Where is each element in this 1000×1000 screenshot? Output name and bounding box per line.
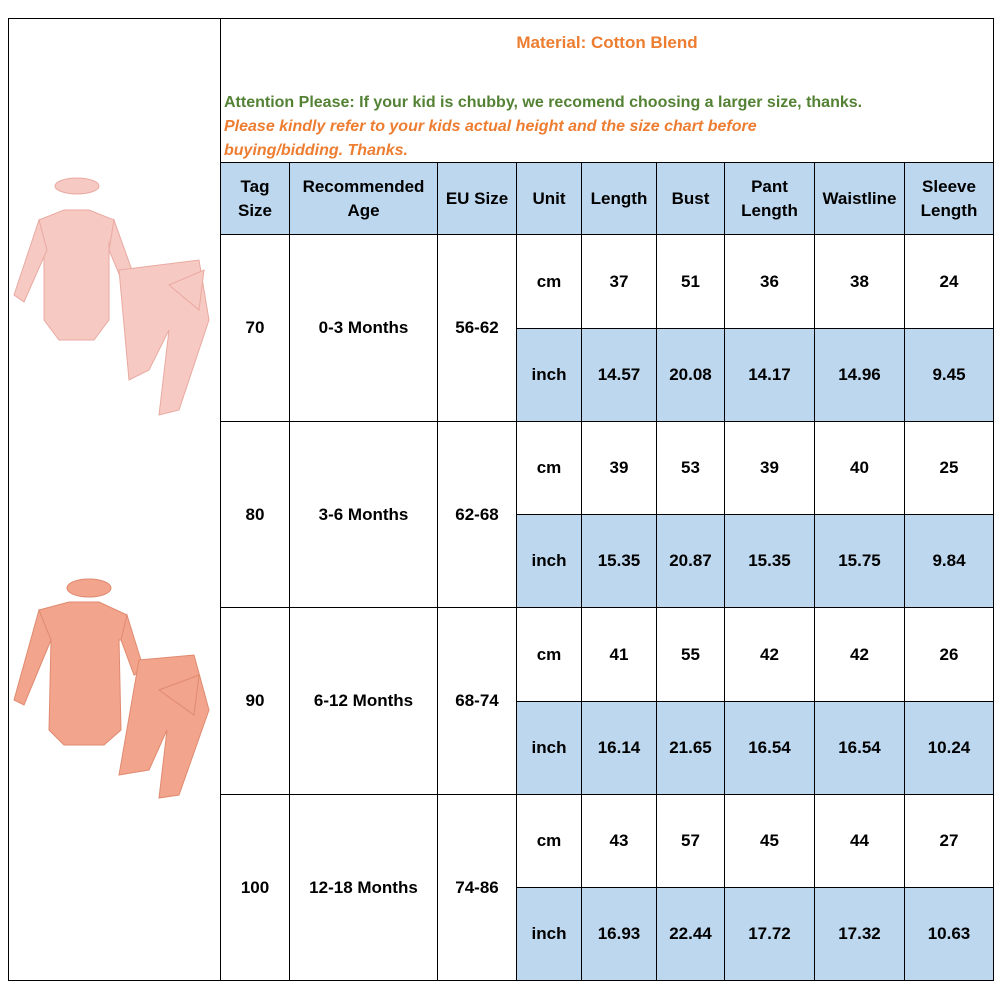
eu-size: 68-74 bbox=[437, 607, 517, 795]
unit: inch bbox=[516, 514, 582, 608]
measure: 14.96 bbox=[814, 328, 905, 422]
attention-note: Attention Please: If your kid is chubby,… bbox=[224, 94, 863, 111]
unit: cm bbox=[516, 794, 582, 888]
measure: 41 bbox=[581, 607, 657, 702]
header-cell: Pant Length bbox=[724, 162, 815, 235]
measure: 42 bbox=[814, 607, 905, 702]
measure: 20.08 bbox=[656, 328, 725, 422]
measure: 25 bbox=[904, 421, 994, 515]
measure: 24 bbox=[904, 234, 994, 329]
measure: 10.63 bbox=[904, 887, 994, 981]
unit: inch bbox=[516, 328, 582, 422]
measure: 9.84 bbox=[904, 514, 994, 608]
unit: cm bbox=[516, 421, 582, 515]
tag-size: 80 bbox=[220, 421, 290, 608]
measure: 27 bbox=[904, 794, 994, 888]
measure: 22.44 bbox=[656, 887, 725, 981]
measure: 16.54 bbox=[724, 701, 815, 795]
measure: 15.75 bbox=[814, 514, 905, 608]
header-cell: Recommended Age bbox=[289, 162, 438, 235]
measure: 21.65 bbox=[656, 701, 725, 795]
measure: 17.72 bbox=[724, 887, 815, 981]
header-cell: Bust bbox=[656, 162, 725, 235]
measure: 44 bbox=[814, 794, 905, 888]
measure: 14.57 bbox=[581, 328, 657, 422]
measure: 15.35 bbox=[724, 514, 815, 608]
unit: inch bbox=[516, 887, 582, 981]
measure: 37 bbox=[581, 234, 657, 329]
measure: 57 bbox=[656, 794, 725, 888]
measure: 16.93 bbox=[581, 887, 657, 981]
header-cell: EU Size bbox=[437, 162, 517, 235]
measure: 43 bbox=[581, 794, 657, 888]
measure: 26 bbox=[904, 607, 994, 702]
measure: 39 bbox=[724, 421, 815, 515]
eu-size: 74-86 bbox=[437, 794, 517, 981]
age: 0-3 Months bbox=[289, 234, 438, 422]
outfit-coral bbox=[13, 578, 210, 799]
measure: 55 bbox=[656, 607, 725, 702]
header-cell: Length bbox=[581, 162, 657, 235]
measure: 20.87 bbox=[656, 514, 725, 608]
header-cell: Sleeve Length bbox=[904, 162, 994, 235]
header-cell: Waistline bbox=[814, 162, 905, 235]
unit: cm bbox=[516, 607, 582, 702]
measure: 17.32 bbox=[814, 887, 905, 981]
measure: 16.54 bbox=[814, 701, 905, 795]
eu-size: 56-62 bbox=[437, 234, 517, 422]
measure: 51 bbox=[656, 234, 725, 329]
outfit-light-pink bbox=[13, 177, 210, 416]
material-note: Material: Cotton Blend bbox=[516, 33, 698, 52]
unit: inch bbox=[516, 701, 582, 795]
unit: cm bbox=[516, 234, 582, 329]
measure: 15.35 bbox=[581, 514, 657, 608]
age: 3-6 Months bbox=[289, 421, 438, 608]
measure: 9.45 bbox=[904, 328, 994, 422]
tag-size: 90 bbox=[220, 607, 290, 795]
measure: 45 bbox=[724, 794, 815, 888]
measure: 38 bbox=[814, 234, 905, 329]
product-images bbox=[13, 177, 210, 799]
header-cell: Unit bbox=[516, 162, 582, 235]
age: 6-12 Months bbox=[289, 607, 438, 795]
measure: 36 bbox=[724, 234, 815, 329]
measure: 42 bbox=[724, 607, 815, 702]
age: 12-18 Months bbox=[289, 794, 438, 981]
tag-size: 70 bbox=[220, 234, 290, 422]
header-cell: Tag Size bbox=[220, 162, 290, 235]
refer-note: Please kindly refer to your kids actual … bbox=[224, 118, 757, 159]
measure: 40 bbox=[814, 421, 905, 515]
measure: 39 bbox=[581, 421, 657, 515]
measure: 10.24 bbox=[904, 701, 994, 795]
measure: 53 bbox=[656, 421, 725, 515]
measure: 16.14 bbox=[581, 701, 657, 795]
tag-size: 100 bbox=[220, 794, 290, 981]
measure: 14.17 bbox=[724, 328, 815, 422]
eu-size: 62-68 bbox=[437, 421, 517, 608]
